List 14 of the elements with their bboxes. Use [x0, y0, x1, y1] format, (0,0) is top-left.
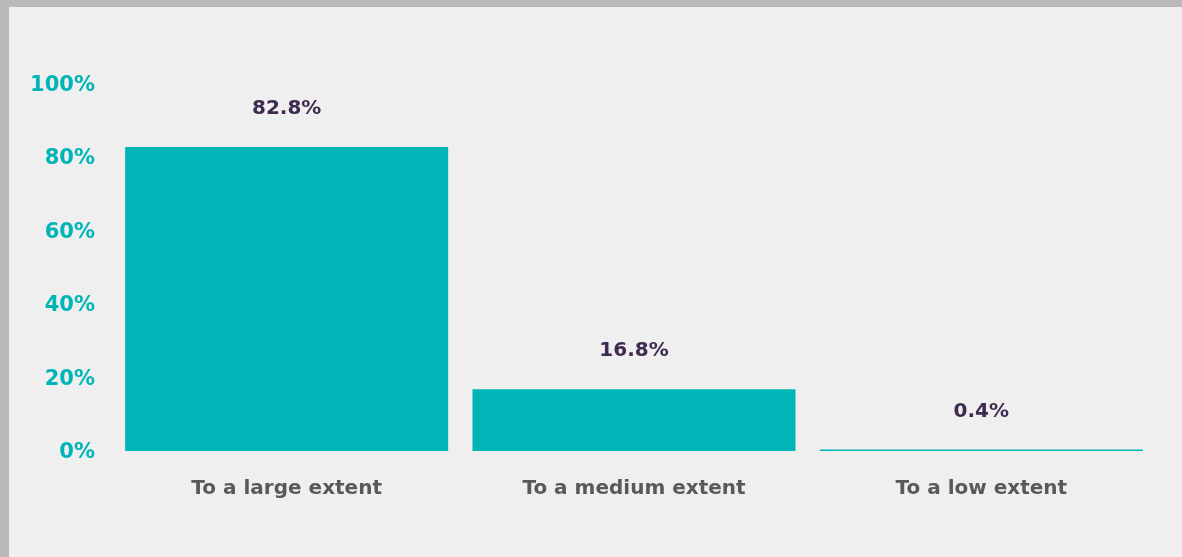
y-tick-label: 100%: [30, 72, 95, 96]
y-tick-label: 40%: [44, 292, 95, 317]
bar: [125, 147, 449, 451]
y-tick-label: 80%: [44, 145, 95, 170]
x-tick-label: To a large extent: [191, 475, 383, 499]
data-label: 16.8%: [599, 337, 669, 362]
y-tick-label: 60%: [44, 218, 95, 243]
bar: [472, 389, 796, 451]
y-tick-label: 20%: [44, 365, 95, 390]
x-tick-label: To a low extent: [895, 475, 1068, 499]
data-label: 0.4%: [953, 397, 1010, 422]
y-tick-label: 0%: [59, 439, 95, 463]
data-label: 82.8%: [251, 95, 322, 120]
x-tick-label: To a medium extent: [522, 475, 747, 499]
